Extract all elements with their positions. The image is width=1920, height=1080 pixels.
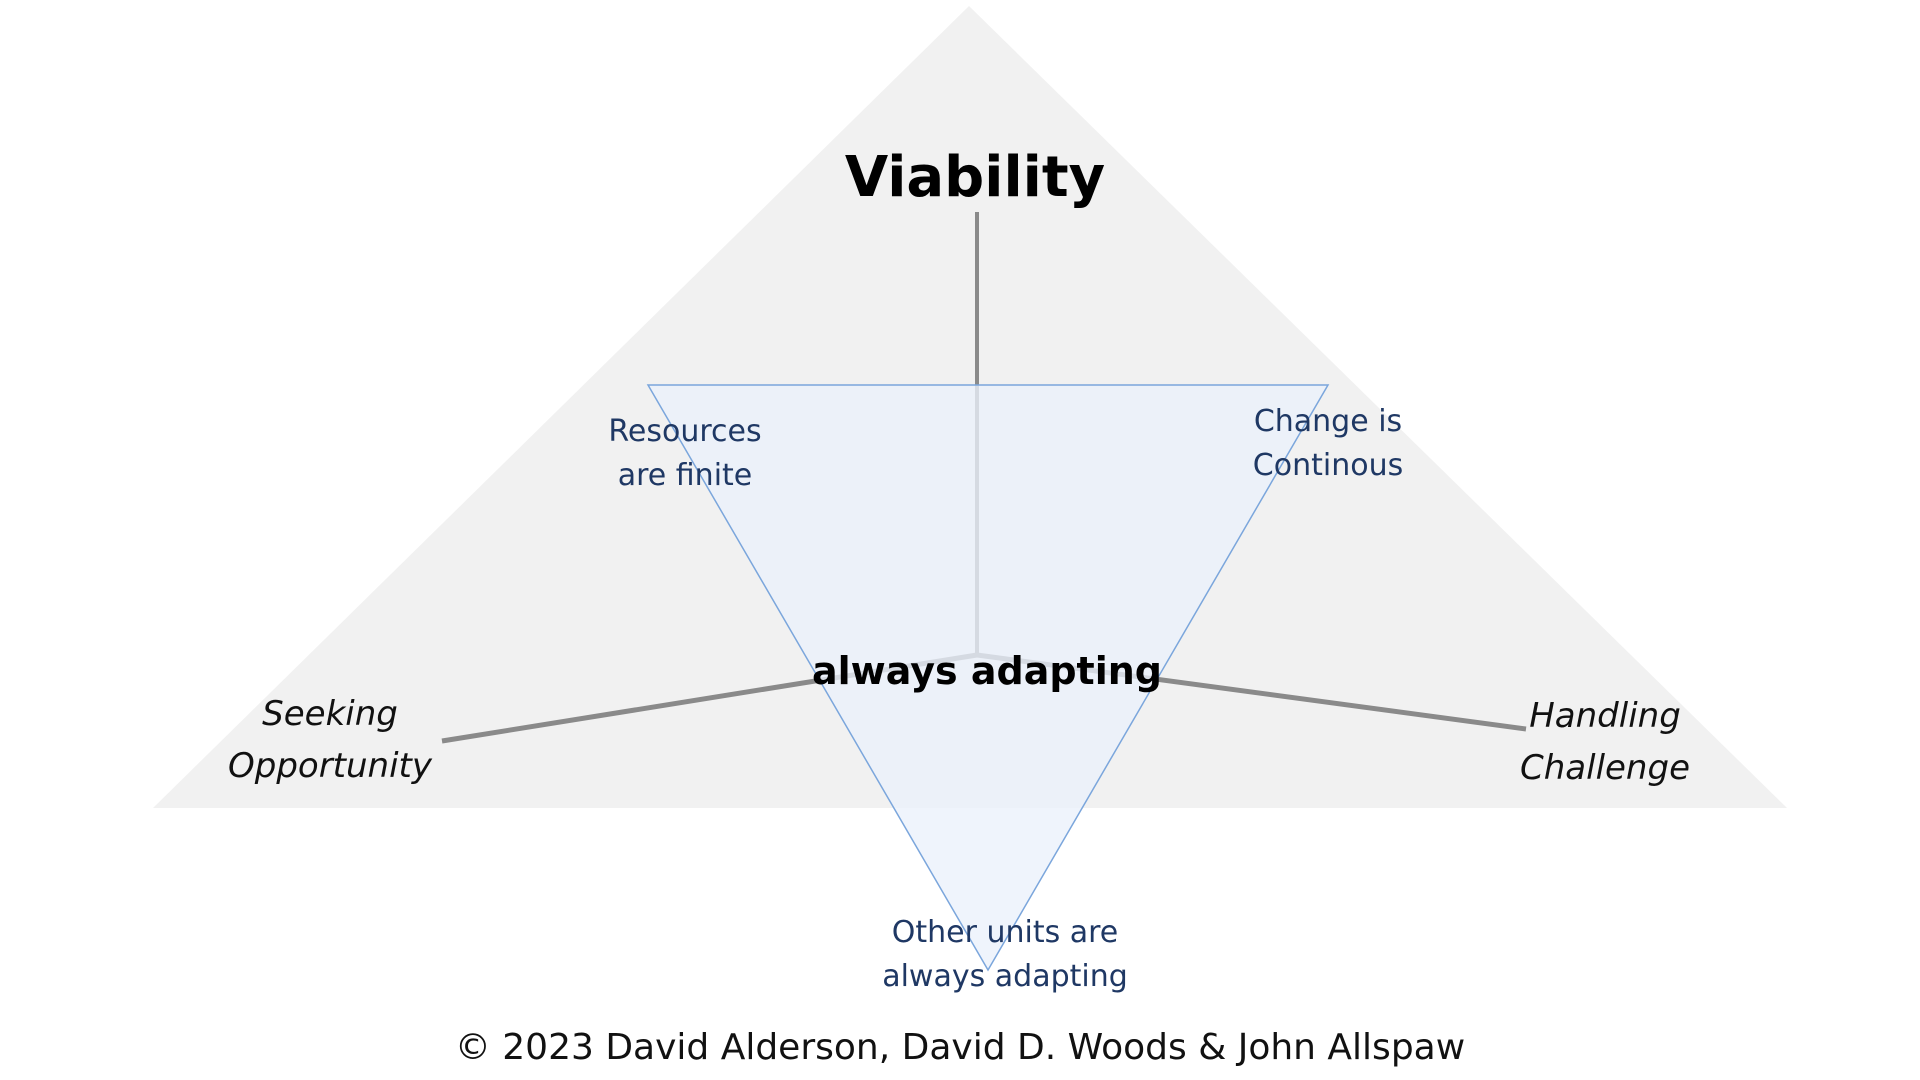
inner-inverted-triangle: [646, 384, 1330, 972]
axis-label-line: Challenge: [1520, 748, 1690, 788]
corner-label-line: always adapting: [882, 959, 1128, 994]
corner-label-line: Change is: [1253, 404, 1403, 439]
axis-label-handling-challenge: Handling Challenge: [1455, 690, 1755, 794]
copyright-footer: © 2023 David Alderson, David D. Woods & …: [454, 1027, 1466, 1068]
corner-label-other-units: Other units are always adapting: [855, 911, 1155, 999]
axis-label-line: Seeking: [262, 694, 398, 734]
corner-label-line: Continous: [1252, 448, 1404, 483]
center-label: always adapting: [812, 649, 1162, 693]
axis-label-line: Opportunity: [227, 746, 433, 786]
axis-label-line: Handling: [1529, 696, 1681, 736]
diagram-title: Viability: [844, 145, 1106, 210]
corner-label-line: Other units are: [891, 915, 1119, 950]
corner-label-line: Resources: [608, 414, 762, 449]
corner-label-resources: Resources are finite: [545, 410, 825, 498]
corner-label-change: Change is Continous: [1188, 400, 1468, 488]
axis-label-seeking-opportunity: Seeking Opportunity: [180, 688, 480, 792]
corner-label-line: are finite: [617, 458, 753, 493]
